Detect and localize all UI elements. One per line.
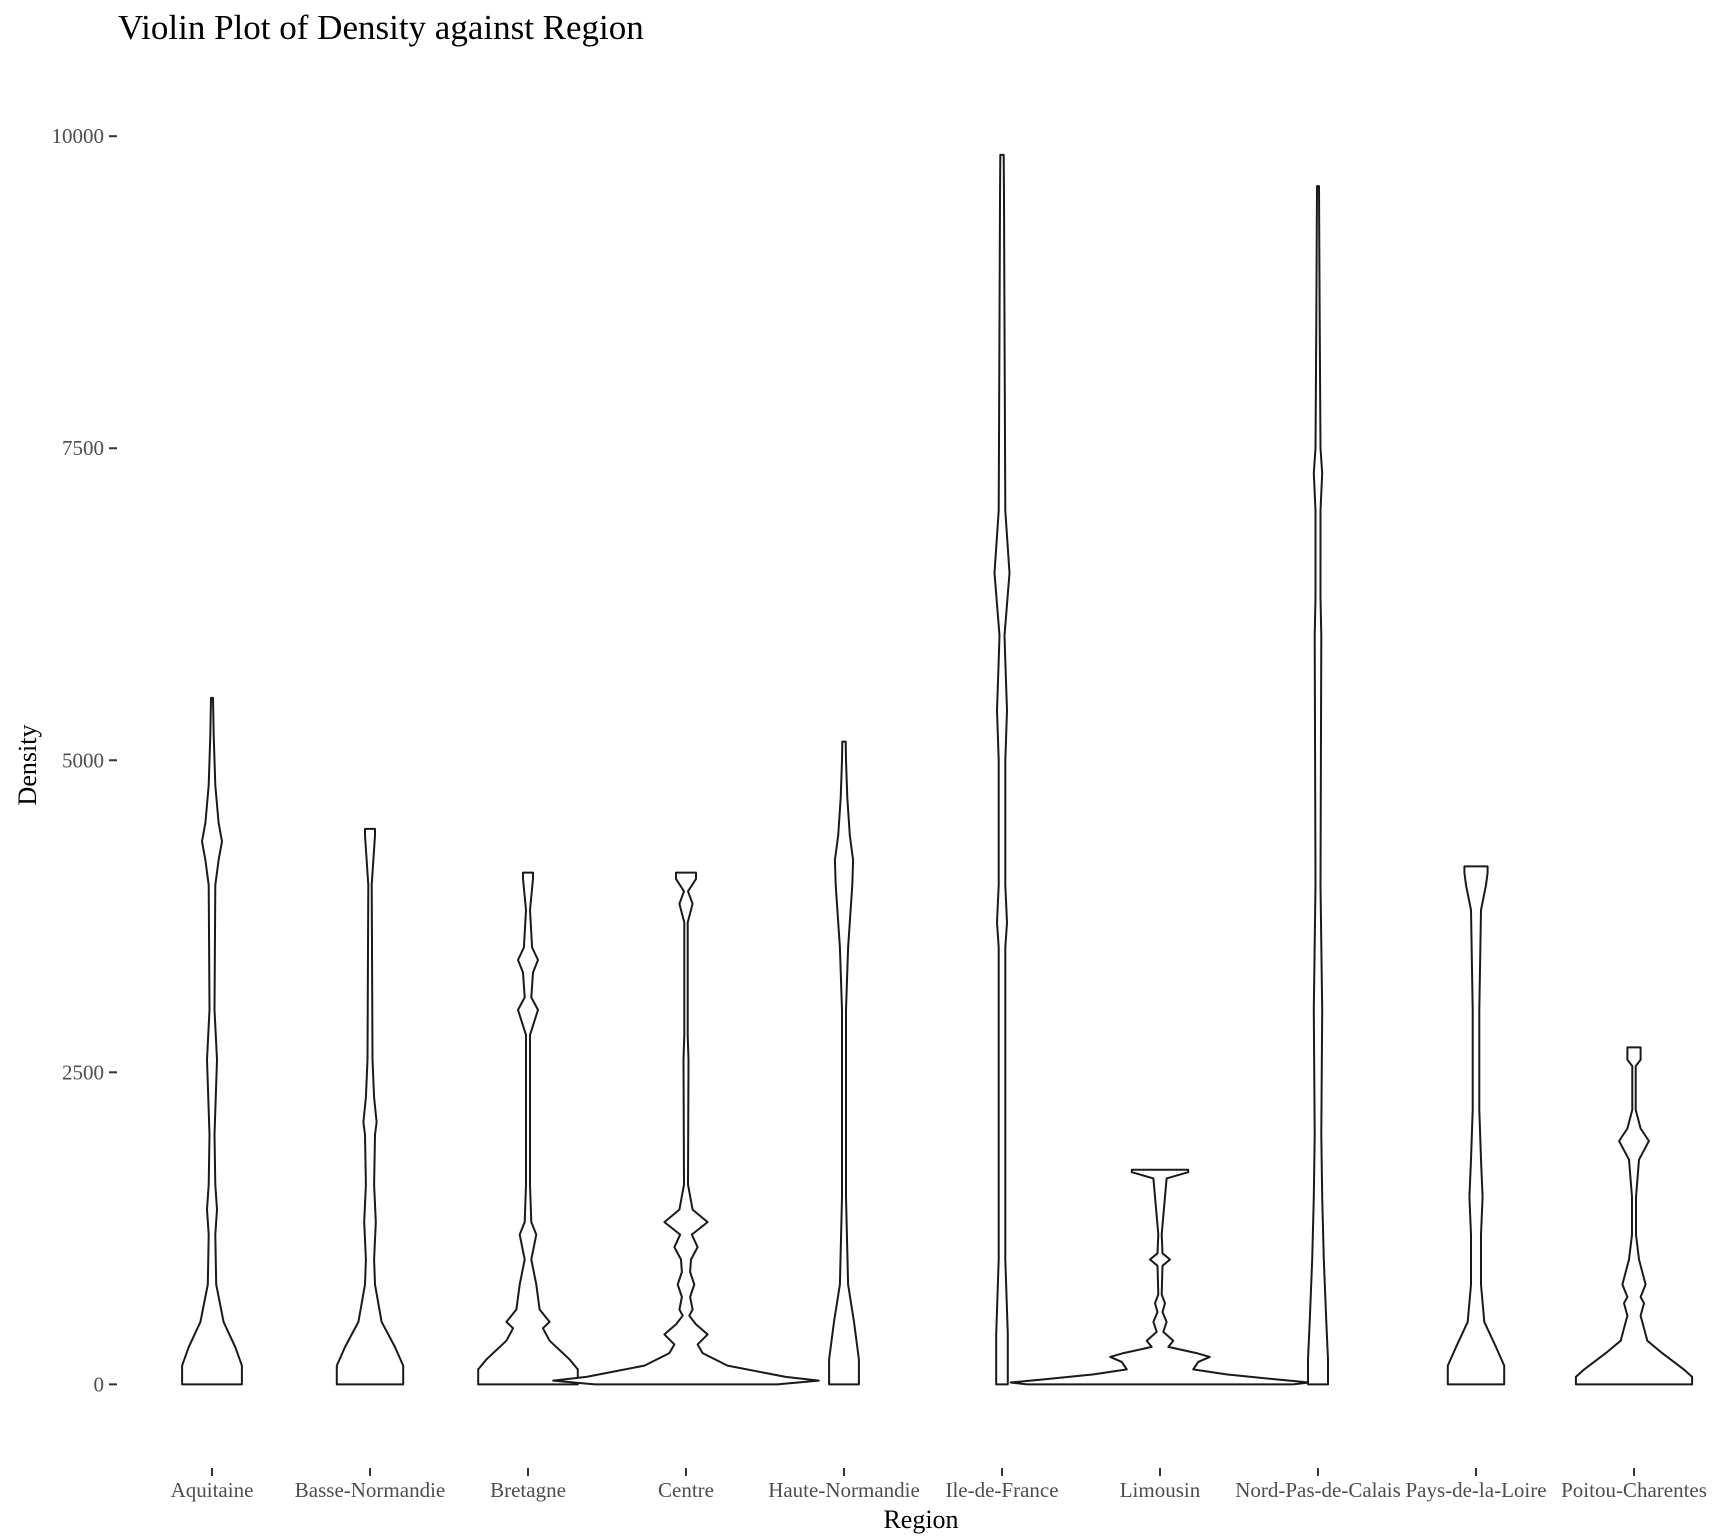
y-axis: 0 2500 5000 7500 10000 xyxy=(52,124,117,1396)
violin-basse-normandie xyxy=(335,827,405,1386)
x-tick-label: Basse-Normandie xyxy=(295,1478,445,1502)
x-tick-label: Bretagne xyxy=(490,1478,566,1502)
y-tick-label: 0 xyxy=(94,1372,105,1396)
x-tick-label: Pays-de-la-Loire xyxy=(1405,1478,1546,1502)
violin-ile-de-france xyxy=(993,153,1011,1386)
violin-haute-normandie xyxy=(828,740,860,1386)
chart-title: Violin Plot of Density against Region xyxy=(118,8,644,47)
x-tick-label: Poitou-Charentes xyxy=(1561,1478,1707,1502)
x-tick-label: Nord-Pas-de-Calais xyxy=(1235,1478,1401,1502)
x-tick-label: Ile-de-France xyxy=(945,1478,1058,1502)
x-tick-label: Haute-Normandie xyxy=(768,1478,920,1502)
y-tick-label: 2500 xyxy=(62,1060,104,1084)
violin-nord-pas-de-calais xyxy=(1307,185,1329,1386)
violin-bretagne xyxy=(477,871,579,1386)
violin-pays-de-la-loire xyxy=(1446,865,1506,1386)
violin-poitou-charentes xyxy=(1574,1046,1694,1386)
violin-limousin xyxy=(1009,1168,1311,1386)
x-tick-label: Aquitaine xyxy=(171,1478,254,1502)
x-tick-label: Limousin xyxy=(1120,1478,1201,1502)
y-axis-title: Density xyxy=(13,725,42,806)
violin-centre xyxy=(552,871,820,1386)
y-tick-label: 7500 xyxy=(62,436,104,460)
x-axis: Aquitaine Basse-Normandie Bretagne Centre Ha… xyxy=(171,1468,1707,1502)
x-axis-title: Region xyxy=(883,1505,958,1534)
y-tick-label: 10000 xyxy=(52,124,105,148)
violins xyxy=(181,153,1694,1386)
y-tick-label: 5000 xyxy=(62,748,104,772)
x-tick-label: Centre xyxy=(658,1478,714,1502)
violin-aquitaine xyxy=(181,696,243,1386)
